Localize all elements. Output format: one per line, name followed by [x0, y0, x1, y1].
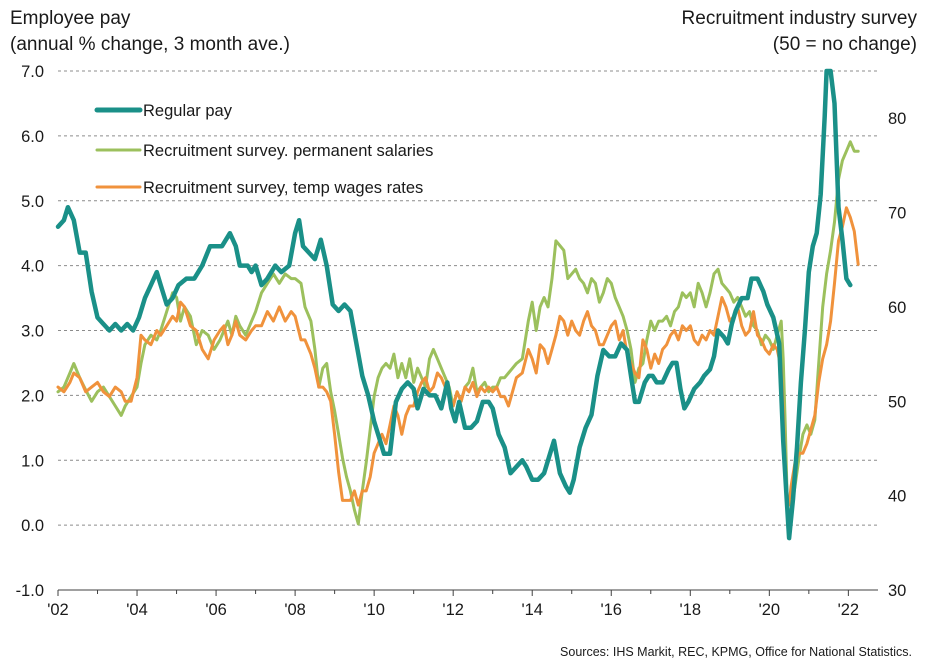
x-tick-label: '20	[759, 601, 781, 619]
x-tick-label: '22	[838, 601, 860, 619]
x-tick-label: '02	[47, 601, 69, 619]
x-tick-label: '08	[284, 601, 306, 619]
left-tick-label: 0.0	[21, 517, 44, 535]
left-tick-label: -1.0	[16, 582, 44, 600]
left-axis-title-line1: Employee pay	[10, 8, 131, 29]
legend: Regular pay Recruitment survey. permanent…	[94, 102, 433, 197]
legend-permanent-salaries-label: Recruitment survey. permanent salaries	[143, 142, 433, 160]
right-tick-label: 40	[888, 488, 906, 506]
temp-wages-line	[56, 206, 860, 507]
x-tick-label: '18	[680, 601, 702, 619]
x-tick-label: '10	[363, 601, 385, 619]
legend-regular-pay-label: Regular pay	[143, 102, 233, 120]
grid-lines	[58, 70, 878, 526]
right-tick-label: 80	[888, 110, 906, 128]
x-tick-label: '12	[442, 601, 464, 619]
x-tick-label: '16	[600, 601, 622, 619]
left-tick-label: 5.0	[21, 193, 44, 211]
right-axis-ticks: 30 40 50 60 70 80	[888, 110, 906, 600]
legend-temp-wages-label: Recruitment survey, temp wages rates	[143, 179, 423, 197]
right-tick-label: 30	[888, 582, 906, 600]
right-tick-label: 50	[888, 393, 906, 411]
x-tick-label: '04	[126, 601, 148, 619]
left-tick-label: 1.0	[21, 452, 44, 470]
x-tick-label: '14	[521, 601, 543, 619]
left-tick-label: 2.0	[21, 387, 44, 405]
source-note: Sources: IHS Markit, REC, KPMG, Office f…	[560, 645, 912, 659]
x-axis-ticks: '02 '04 '06 '08 '10 '12 '14 '16 '18 '20 '22	[47, 590, 859, 619]
regular-pay-line	[55, 68, 853, 541]
right-axis-title-line2: (50 = no change)	[773, 34, 917, 55]
left-tick-label: 3.0	[21, 323, 44, 341]
right-tick-label: 70	[888, 205, 906, 223]
right-tick-label: 60	[888, 299, 906, 317]
x-tick-label: '06	[205, 601, 227, 619]
left-tick-label: 4.0	[21, 258, 44, 276]
left-tick-label: 6.0	[21, 128, 44, 146]
left-axis-title-line2: (annual % change, 3 month ave.)	[10, 34, 290, 55]
left-tick-label: 7.0	[21, 63, 44, 81]
left-axis-ticks: -1.0 0.0 1.0 2.0 3.0 4.0 5.0 6.0 7.0	[16, 63, 44, 600]
permanent-salaries-line	[56, 140, 860, 526]
series-lines	[55, 68, 860, 541]
right-axis-title-line1: Recruitment industry survey	[682, 8, 918, 29]
